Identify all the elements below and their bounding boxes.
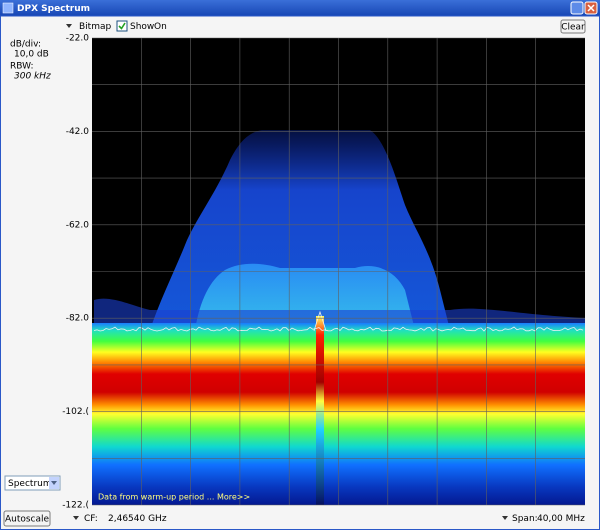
view-dropdown[interactable] bbox=[4, 475, 61, 491]
span-arrow[interactable] bbox=[502, 516, 508, 520]
display-mode[interactable]: Bitmap bbox=[79, 22, 111, 32]
plot bbox=[92, 37, 585, 506]
span-value: 40,00 MHz bbox=[537, 514, 585, 524]
db-div-value: 10,0 dB bbox=[14, 50, 49, 60]
cf-arrow[interactable] bbox=[73, 516, 79, 520]
window-icon bbox=[2, 2, 14, 14]
carrier-trace bbox=[313, 310, 327, 332]
y-tick-label: -22.0 bbox=[66, 34, 90, 44]
y-tick-label: -102.( bbox=[62, 407, 89, 417]
rbw-label: RBW: bbox=[10, 62, 34, 72]
show-checkbox[interactable] bbox=[116, 20, 128, 32]
db-div-label: dB/div: bbox=[10, 40, 41, 50]
y-tick-label: -62.0 bbox=[66, 220, 90, 230]
clear-button[interactable] bbox=[560, 19, 586, 34]
carrier-spike bbox=[316, 316, 324, 505]
annotation[interactable]: Data from warm-up period ... More>> bbox=[98, 493, 250, 502]
cf-label: CF: bbox=[84, 514, 98, 524]
clear-label: Clear bbox=[561, 23, 585, 33]
y-tick-label: -82.0 bbox=[66, 314, 90, 324]
restore-button[interactable] bbox=[570, 1, 584, 15]
low-level-spread bbox=[94, 298, 585, 330]
dropdown-arrow bbox=[51, 481, 57, 485]
check-mark bbox=[118, 22, 126, 30]
span-label: Span: bbox=[512, 514, 538, 524]
window-title: DPX Spectrum bbox=[17, 4, 90, 14]
state-label: On bbox=[154, 22, 167, 32]
rbw-value: 300 kHz bbox=[14, 72, 51, 82]
title-bar bbox=[0, 0, 600, 16]
close-icon bbox=[587, 4, 595, 12]
view-label: Spectrum bbox=[8, 479, 52, 489]
autoscale-button[interactable] bbox=[3, 510, 51, 527]
cf-value: 2,46540 GHz bbox=[108, 514, 167, 524]
y-tick-label: -122.( bbox=[62, 501, 89, 511]
show-label: Show bbox=[130, 22, 154, 32]
dropdown-arrow[interactable] bbox=[66, 24, 72, 28]
autoscale-label: Autoscale bbox=[5, 515, 50, 525]
y-tick-label: -42.0 bbox=[66, 127, 90, 137]
